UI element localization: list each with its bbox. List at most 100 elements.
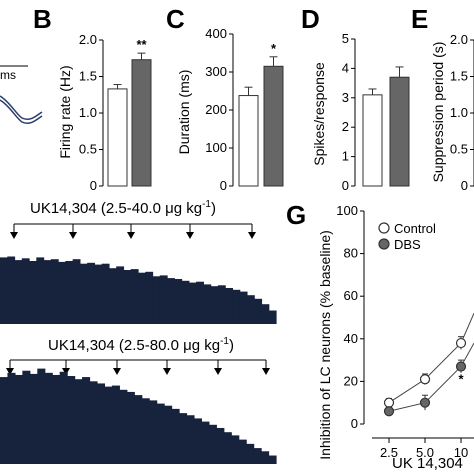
histogram-bin [67, 376, 76, 464]
panel-g-legend: Control DBS [378, 221, 436, 252]
histogram-bin [174, 279, 183, 324]
histogram-bin [111, 385, 120, 464]
histogram-bin [216, 427, 225, 464]
histogram-bin [108, 268, 117, 324]
histogram-bin [268, 455, 277, 464]
histogram-bin [217, 285, 226, 324]
histogram-bin [261, 451, 270, 464]
histogram-bin [0, 377, 9, 464]
histogram-bin [59, 371, 68, 464]
histogram-bin [0, 257, 8, 324]
y-tick-label: 80 [344, 246, 358, 261]
dose-arrow-head [113, 368, 121, 375]
y-tick-label: 1.5 [79, 69, 97, 84]
panel-f-top: UK14,304 (2.5-40.0 μg kg-1) [0, 199, 277, 324]
dose-arrow-head [62, 368, 70, 375]
y-tick-label: 2.0 [79, 32, 97, 47]
legend-control-marker [378, 222, 390, 234]
y-tick-label: 0 [351, 416, 358, 431]
legend-control-label: Control [394, 221, 436, 236]
histogram-bin [94, 264, 103, 324]
x-tick-label: 2.5 [380, 445, 398, 460]
y-tick-label: 60 [344, 288, 358, 303]
y-tick-label: 0.5 [79, 142, 97, 157]
histogram-bin [145, 271, 154, 324]
y-tick-label: 1.0 [79, 105, 97, 120]
histogram-bin [101, 263, 110, 324]
y-tick-label: 3 [342, 90, 349, 105]
histogram-bin [164, 405, 173, 464]
y-tick-label: 0.5 [450, 142, 468, 157]
histogram-bin [22, 370, 31, 464]
histogram-bin [171, 408, 180, 464]
dose-arrow-head [6, 368, 14, 375]
data-point-dbs [455, 361, 467, 372]
legend-dbs-label: DBS [394, 237, 421, 252]
histogram-bin [123, 270, 132, 324]
histogram-bin [74, 379, 83, 464]
dose-arrow-head [127, 232, 135, 239]
data-point-dbs [383, 406, 395, 417]
dose-arrow-head [10, 232, 18, 239]
histogram-bin [149, 400, 158, 464]
histogram-bin [246, 443, 255, 464]
dose-arrow-head [186, 232, 194, 239]
histogram-bin [225, 288, 234, 324]
histogram-bin [238, 439, 247, 464]
bar-dbs [389, 76, 410, 187]
y-tick-label: 5 [342, 31, 349, 46]
histogram-bin [119, 389, 128, 464]
histogram-bin [232, 289, 241, 324]
histogram-bin [138, 272, 146, 324]
y-tick-label: 20 [344, 373, 358, 388]
histogram-bin [72, 259, 81, 324]
histogram-bin [89, 381, 98, 464]
y-tick-label: 1 [342, 149, 349, 164]
histogram-bin [134, 395, 143, 464]
histogram-bin [203, 284, 212, 324]
histogram-bin [223, 432, 232, 464]
histogram-bin [36, 257, 45, 324]
histogram-bin [188, 282, 197, 324]
histogram-bin [43, 260, 52, 324]
y-tick-label: 1.5 [450, 69, 468, 84]
panel-g-xlabel: UK 14,304 [392, 455, 463, 472]
panel-e-ylabel: Suppression period (s) [430, 42, 446, 183]
significance-marker: * [458, 371, 464, 386]
panel-e-letter: E [411, 4, 428, 34]
panel-d-ylabel: Spikes/response [311, 62, 327, 166]
histogram-bin [7, 256, 16, 324]
panel-a-fragment: ms [0, 65, 43, 125]
series-line-dbs [388, 342, 474, 412]
panel-g-ylabel: Inhibition of LC neurons (% baseline) [317, 230, 333, 460]
dose-arrow-head [214, 368, 222, 375]
data-point-control [419, 374, 431, 385]
histogram-bin [52, 374, 61, 464]
histogram-bin [253, 448, 262, 464]
histogram-bin [116, 266, 125, 324]
bar-control [362, 94, 383, 187]
histogram-bin [37, 368, 46, 464]
y-tick-label: 4 [342, 60, 349, 75]
histogram-bin [21, 258, 30, 324]
panel-d-letter: D [301, 4, 320, 34]
significance-marker: * [271, 41, 277, 56]
panel-c-ylabel: Duration (ms) [176, 70, 192, 155]
legend-dbs-marker [378, 238, 390, 250]
y-tick-label: 100 [205, 140, 227, 155]
histogram-bin [50, 259, 59, 324]
histogram-bin [82, 377, 91, 464]
histogram-bin [126, 391, 135, 464]
series-line-control [388, 313, 474, 404]
panel-d: D Spikes/response 0 1 2 3 4 5 [301, 4, 410, 193]
y-tick-label: 400 [205, 26, 227, 41]
histogram-bin [29, 261, 37, 324]
dose-arrow-head [163, 368, 171, 375]
histogram-bin [261, 304, 270, 324]
x-tick-label: 5.0 [416, 445, 434, 460]
histogram-bin [159, 275, 168, 324]
bar-dbs [131, 59, 152, 187]
y-tick-label: 200 [205, 102, 227, 117]
panel-c-letter: C [166, 4, 185, 34]
